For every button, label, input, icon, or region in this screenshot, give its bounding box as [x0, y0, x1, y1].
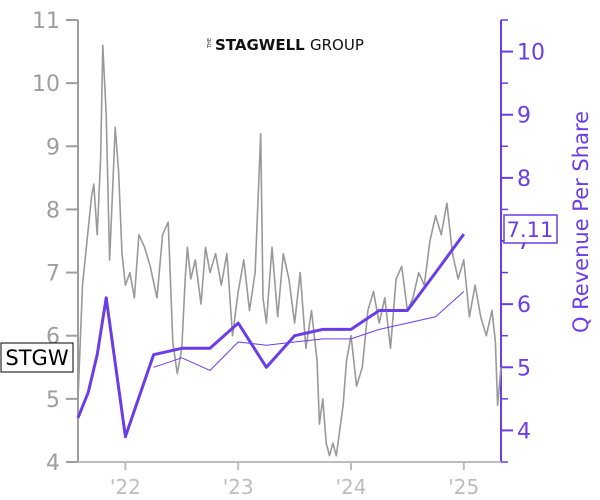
- left-tick-label: 5: [46, 388, 60, 413]
- right-tick-label: 9: [517, 104, 531, 129]
- left-tick-label: 11: [32, 9, 60, 34]
- left-tick-label: 10: [32, 72, 60, 97]
- right-tick-label: 4: [517, 419, 531, 444]
- revenue-average-line: [153, 291, 465, 371]
- x-axis-ticks: '22 '23 '24 '25: [110, 462, 479, 499]
- last-value-box: [503, 214, 558, 244]
- right-tick-label: 8: [517, 167, 531, 192]
- plot-lines: [76, 44, 502, 457]
- revenue-series-line: [76, 233, 466, 439]
- x-tick-label: '24: [335, 475, 366, 499]
- ticker-badge: STGW: [0, 342, 74, 373]
- logo-suffix-text: GROUP: [310, 36, 364, 54]
- company-logo: THE STAGWELL GROUP: [207, 36, 364, 54]
- left-tick-label: 7: [46, 262, 60, 287]
- right-tick-label: 6: [517, 293, 531, 318]
- last-value-badge: 7.11: [503, 214, 558, 244]
- x-tick-label: '25: [448, 475, 479, 499]
- right-tick-label: 10: [517, 41, 545, 66]
- logo-main-text: STAGWELL: [215, 36, 305, 54]
- right-axis-label: Q Revenue Per Share: [569, 111, 593, 333]
- x-tick-label: '23: [223, 475, 254, 499]
- x-tick-label: '22: [110, 475, 141, 499]
- price-series-line: [77, 44, 502, 457]
- left-tick-label: 8: [46, 198, 60, 223]
- last-value-label: 7.11: [507, 218, 554, 242]
- logo-prefix: THE: [207, 38, 213, 49]
- right-tick-label: 5: [517, 356, 531, 381]
- ticker-badge-box: [0, 342, 74, 373]
- left-tick-label: 9: [46, 135, 60, 160]
- ticker-label: STGW: [5, 346, 68, 370]
- left-tick-label: 4: [46, 451, 60, 476]
